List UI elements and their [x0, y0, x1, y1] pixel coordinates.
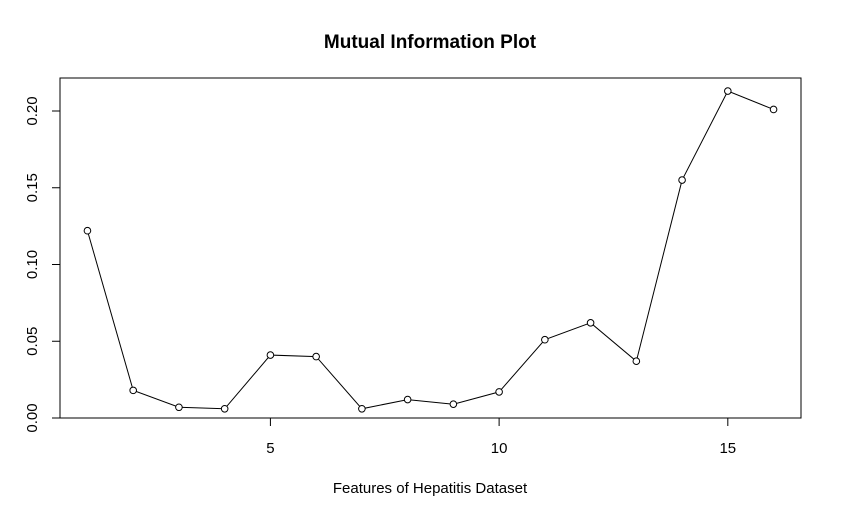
- y-tick-label: 0.10: [24, 250, 41, 279]
- data-point: [312, 352, 320, 361]
- y-axis: 0.00 0.05 0.10 0.15 0.20: [24, 96, 61, 433]
- chart-title: Mutual Information Plot: [324, 32, 537, 53]
- x-tick-label: 10: [491, 440, 508, 457]
- y-tick-label: 0.20: [24, 96, 41, 125]
- series-layer: [83, 87, 778, 413]
- data-point: [632, 357, 641, 366]
- y-tick-label: 0.05: [24, 327, 41, 356]
- data-point: [678, 176, 686, 184]
- series-line: [86, 90, 774, 410]
- data-point: [358, 404, 366, 413]
- data-point: [495, 388, 503, 396]
- data-point: [83, 226, 92, 235]
- x-tick-label: 15: [719, 440, 736, 457]
- data-point: [220, 404, 229, 413]
- x-tick-label: 5: [266, 440, 274, 457]
- plot-frame: [59, 77, 802, 419]
- data-point: [769, 105, 778, 114]
- data-point: [175, 403, 183, 412]
- x-axis: 5 10 15: [266, 417, 736, 457]
- y-tick-label: 0.00: [24, 403, 41, 432]
- data-point: [129, 386, 137, 395]
- data-point: [724, 87, 732, 95]
- data-point: [266, 351, 275, 359]
- y-tick-label: 0.15: [24, 173, 41, 202]
- x-axis-label: Features of Hepatitis Dataset: [333, 480, 528, 497]
- data-point: [586, 319, 595, 327]
- data-point: [541, 335, 549, 344]
- data-point: [403, 395, 412, 404]
- data-point: [449, 400, 458, 408]
